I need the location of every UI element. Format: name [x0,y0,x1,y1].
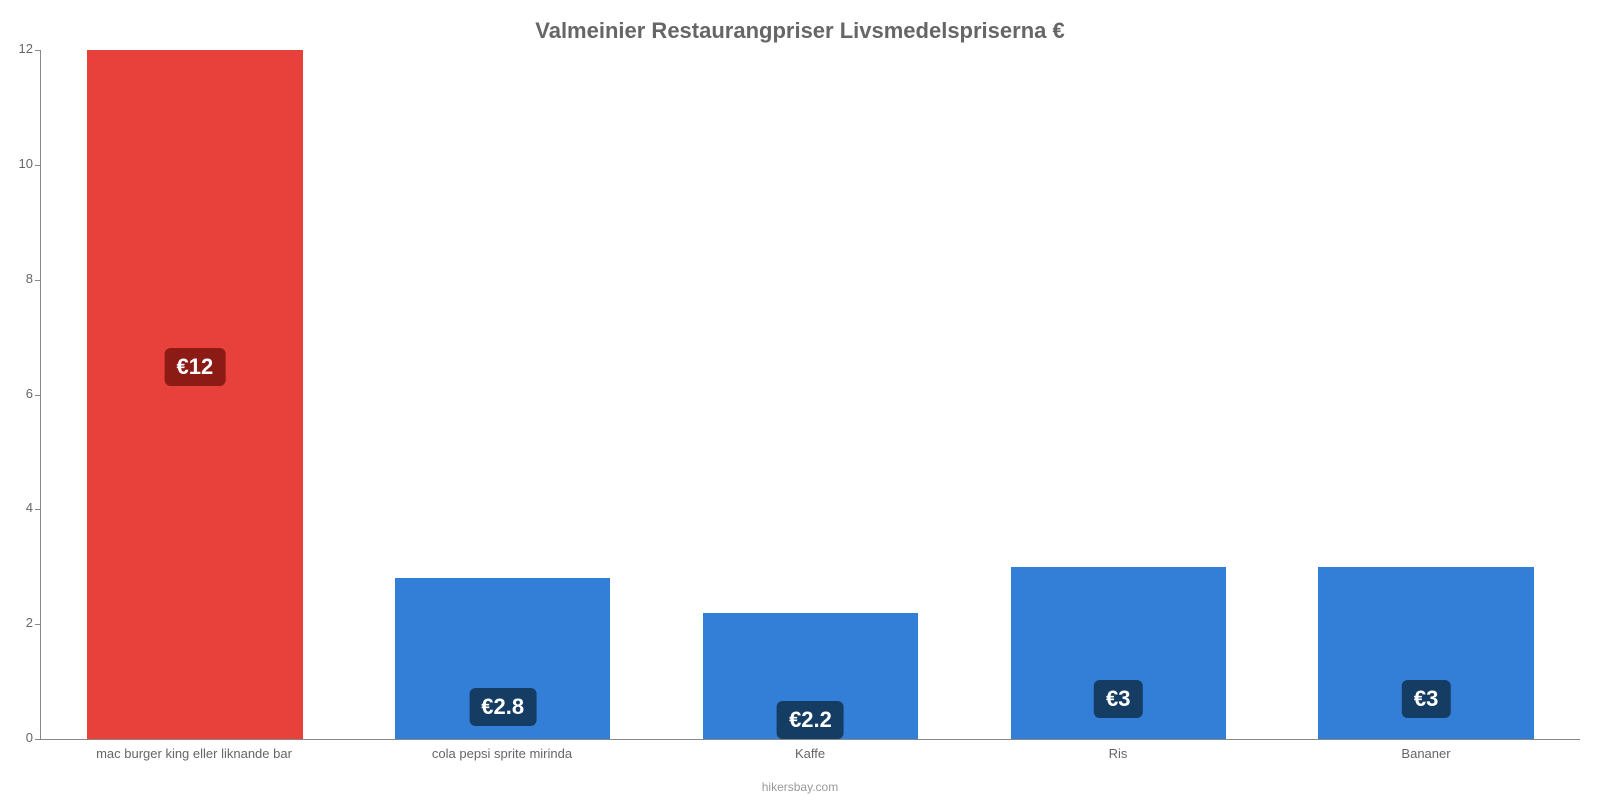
bar-cell: €2.2 [657,50,965,739]
x-axis-label: mac burger king eller liknande bar [40,740,348,770]
bar-chart: Valmeinier Restaurangpriser Livsmedelspr… [0,0,1600,800]
bar: €3 [1011,567,1226,739]
bar-value-label: €3 [1402,680,1450,718]
x-axis-label: Bananer [1272,740,1580,770]
y-tick-label: 2 [26,615,33,630]
y-tick-label: 12 [19,41,33,56]
bar: €2.8 [395,578,610,739]
y-tick-label: 6 [26,386,33,401]
y-tick-label: 4 [26,500,33,515]
x-axis-label: Kaffe [656,740,964,770]
plot-area: €12€2.8€2.2€3€3 024681012 [40,50,1580,740]
chart-title: Valmeinier Restaurangpriser Livsmedelspr… [0,18,1600,44]
y-tick-label: 10 [19,156,33,171]
y-tick-mark [35,624,41,625]
bar-cell: €3 [1272,50,1580,739]
attribution: hikersbay.com [0,780,1600,794]
y-tick-mark [35,395,41,396]
bar-value-label: €12 [165,348,226,386]
y-tick-mark [35,280,41,281]
bar-cell: €3 [964,50,1272,739]
bar: €12 [87,50,302,739]
y-tick-label: 0 [26,730,33,745]
x-axis-label: cola pepsi sprite mirinda [348,740,656,770]
bar-cell: €12 [41,50,349,739]
bar-value-label: €3 [1094,680,1142,718]
bar: €2.2 [703,613,918,739]
bar-value-label: €2.2 [777,701,844,739]
bar: €3 [1318,567,1533,739]
bar-cell: €2.8 [349,50,657,739]
x-axis-labels: mac burger king eller liknande barcola p… [40,740,1580,770]
bar-value-label: €2.8 [469,688,536,726]
y-tick-label: 8 [26,271,33,286]
y-tick-mark [35,50,41,51]
bars-container: €12 €2.8 €2.2 €3 €3 [41,50,1580,739]
y-tick-mark [35,165,41,166]
y-tick-mark [35,509,41,510]
x-axis-label: Ris [964,740,1272,770]
